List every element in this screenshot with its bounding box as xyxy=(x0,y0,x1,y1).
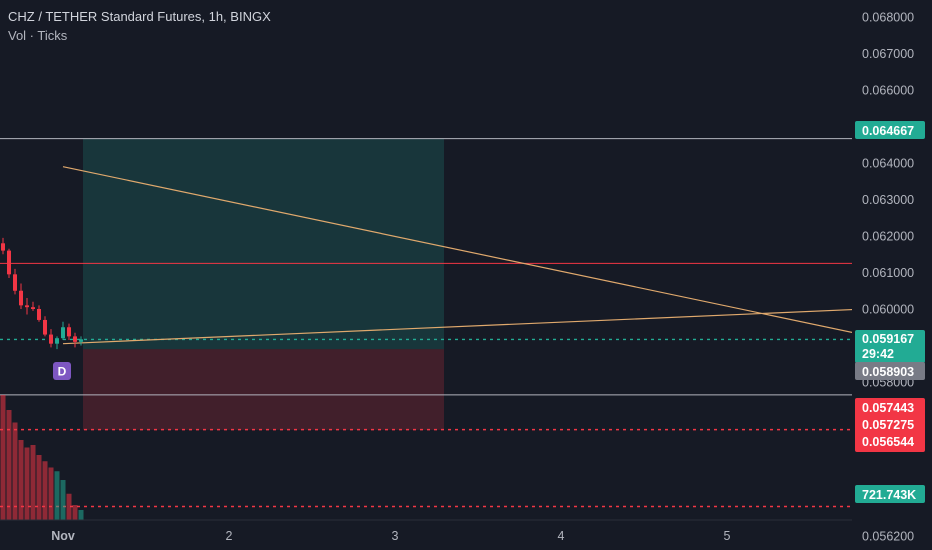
candle[interactable] xyxy=(31,307,35,309)
candle[interactable] xyxy=(13,274,17,291)
time-tick-label: Nov xyxy=(51,529,75,543)
time-tick-label: 2 xyxy=(226,529,233,543)
volume-bar xyxy=(42,461,48,520)
price-label-text: 0.064667 xyxy=(862,124,914,138)
price-label-text: 721.743K xyxy=(862,488,916,502)
volume-bar xyxy=(0,395,6,520)
candle[interactable] xyxy=(19,290,23,306)
volume-bar xyxy=(36,455,42,520)
loss-zone[interactable] xyxy=(83,349,444,430)
volume-bar xyxy=(18,440,24,520)
indicator-legend: Vol · Ticks xyxy=(8,28,68,43)
time-tick-label: 5 xyxy=(724,529,731,543)
price-tick-label: 0.062000 xyxy=(862,230,914,244)
target-price-label[interactable] xyxy=(855,121,925,139)
price-label-text: 0.057275 xyxy=(862,418,914,432)
stop-price-labels[interactable] xyxy=(855,398,925,452)
volume-bar xyxy=(24,447,30,520)
entry-price-label[interactable] xyxy=(855,362,925,380)
symbol-title: CHZ / TETHER Standard Futures, 1h, BINGX xyxy=(8,9,271,24)
dividend-marker[interactable] xyxy=(53,362,71,380)
candle[interactable] xyxy=(61,327,65,339)
volume-bar xyxy=(12,422,18,520)
candle[interactable] xyxy=(43,319,47,335)
candle[interactable] xyxy=(67,327,71,337)
volume-value-label[interactable] xyxy=(855,485,925,503)
time-tick-label: 3 xyxy=(392,529,399,543)
price-tick-label: 0.066000 xyxy=(862,84,914,98)
price-tick-label: 0.068000 xyxy=(862,11,914,25)
plot-background xyxy=(0,0,852,520)
price-tick-label: 0.061000 xyxy=(862,266,914,280)
price-label-text: 0.059167 xyxy=(862,332,914,346)
price-label-text: 0.058903 xyxy=(862,365,914,379)
trendline-0[interactable] xyxy=(62,166,932,362)
price-tick-label: 0.060000 xyxy=(862,303,914,317)
time-tick-label: 4 xyxy=(558,529,565,543)
candle[interactable] xyxy=(49,334,53,344)
volume-bar xyxy=(54,471,60,520)
dividend-marker-label: D xyxy=(58,365,67,379)
price-axis-panel[interactable] xyxy=(852,0,932,550)
last-price-label[interactable] xyxy=(855,330,925,363)
price-tick-label: 0.067000 xyxy=(862,47,914,61)
volume-bar xyxy=(30,445,36,520)
volume-bar xyxy=(6,410,12,520)
candle[interactable] xyxy=(79,339,83,342)
price-tick-label: 0.063000 xyxy=(862,193,914,207)
candle[interactable] xyxy=(1,243,5,251)
candle[interactable] xyxy=(73,336,77,342)
candle[interactable] xyxy=(37,309,41,320)
price-label-text: 29:42 xyxy=(862,347,894,361)
candle[interactable] xyxy=(55,338,59,344)
volume-bar xyxy=(66,493,72,520)
price-label-text: 0.057443 xyxy=(862,401,914,415)
volume-bar xyxy=(78,510,84,520)
volume-bar xyxy=(48,467,54,520)
trendline-1[interactable] xyxy=(62,304,932,345)
candle[interactable] xyxy=(25,305,29,308)
profit-zone[interactable] xyxy=(83,138,444,350)
volume-bar xyxy=(60,480,66,520)
price-label-text: 0.056544 xyxy=(862,435,914,449)
price-tick-label: 0.056200 xyxy=(862,529,914,543)
volume-bar xyxy=(72,505,78,520)
candle[interactable] xyxy=(7,250,11,275)
price-tick-label: 0.064000 xyxy=(862,157,914,171)
